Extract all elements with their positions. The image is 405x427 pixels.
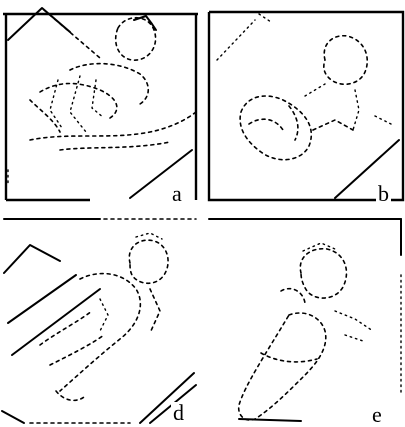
panel-label-b: b bbox=[376, 181, 391, 206]
panel-a-drawing bbox=[3, 7, 198, 202]
panel-label-e: e bbox=[370, 402, 384, 427]
panel-label-d: d bbox=[171, 400, 186, 425]
panel-label-a: a bbox=[170, 181, 184, 206]
panel-d-drawing bbox=[1, 218, 197, 424]
panel-b-drawing bbox=[207, 10, 405, 202]
panel-a: a bbox=[0, 0, 200, 210]
panel-d: d bbox=[0, 215, 200, 427]
panel-e-drawing bbox=[208, 218, 402, 422]
panel-b: b bbox=[205, 0, 405, 210]
panel-e: e bbox=[205, 215, 405, 427]
